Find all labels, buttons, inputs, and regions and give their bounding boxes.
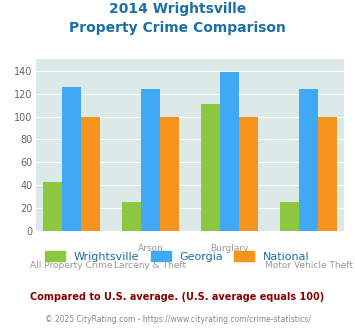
Bar: [81, 116, 100, 231]
Text: All Property Crime: All Property Crime: [30, 261, 113, 270]
Text: Property Crime Comparison: Property Crime Comparison: [69, 21, 286, 35]
Bar: [201, 104, 220, 231]
Bar: [220, 72, 239, 231]
Bar: [318, 116, 337, 231]
Bar: [122, 202, 141, 231]
Text: Compared to U.S. average. (U.S. average equals 100): Compared to U.S. average. (U.S. average …: [31, 292, 324, 302]
Bar: [160, 116, 179, 231]
Bar: [280, 202, 299, 231]
Bar: [141, 89, 160, 231]
Bar: [299, 89, 318, 231]
Bar: [43, 182, 62, 231]
Legend: Wrightsville, Georgia, National: Wrightsville, Georgia, National: [41, 247, 314, 267]
Text: Larceny & Theft: Larceny & Theft: [114, 261, 186, 270]
Text: Motor Vehicle Theft: Motor Vehicle Theft: [265, 261, 353, 270]
Bar: [239, 116, 258, 231]
Text: 2014 Wrightsville: 2014 Wrightsville: [109, 2, 246, 16]
Text: Arson: Arson: [137, 244, 163, 253]
Text: Burglary: Burglary: [210, 244, 249, 253]
Bar: [62, 87, 81, 231]
Text: © 2025 CityRating.com - https://www.cityrating.com/crime-statistics/: © 2025 CityRating.com - https://www.city…: [45, 315, 310, 324]
